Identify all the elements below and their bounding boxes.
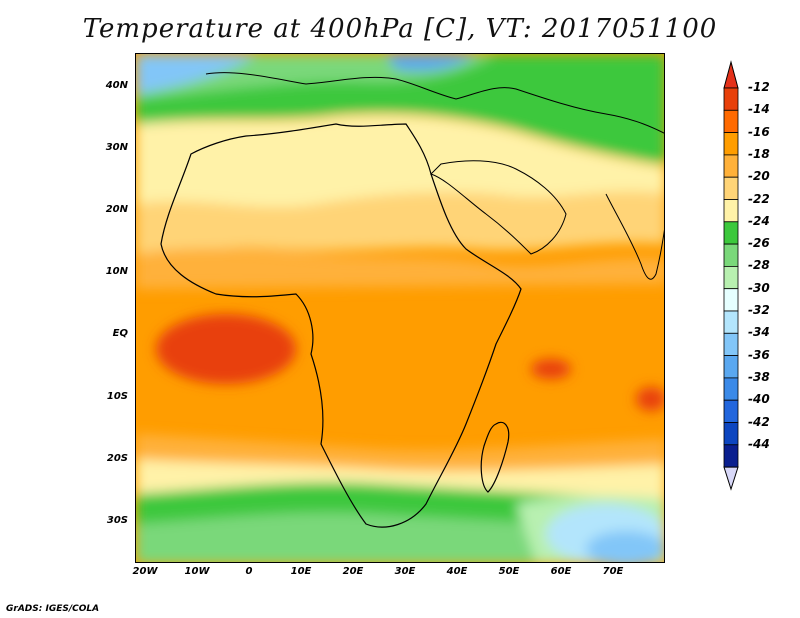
lon-label-10e: 10E: [290, 566, 312, 577]
colorbar-label: -28: [748, 258, 770, 273]
colorbar-segment: [723, 422, 739, 446]
colorbar-label: -14: [748, 102, 770, 117]
colorbar-segment: [723, 109, 739, 134]
colorbar-segment: [723, 265, 739, 290]
colorbar-label: -34: [748, 325, 770, 340]
lon-label-60e: 60E: [550, 566, 572, 577]
colorbar-label: -16: [748, 124, 770, 139]
colorbar-segment: [723, 154, 739, 178]
temperature-map: [135, 53, 665, 563]
lat-label-30n: 30N: [105, 142, 128, 153]
lon-label-20w: 20W: [132, 566, 158, 577]
footer-credit: GrADS: IGES/COLA: [6, 604, 100, 614]
lat-label-10s: 10S: [106, 391, 128, 402]
colorbar-bottom-arrow: [723, 466, 739, 491]
lon-label-70e: 70E: [602, 566, 624, 577]
colorbar-segment: [723, 399, 739, 423]
lon-label-30e: 30E: [394, 566, 416, 577]
colorbar-segment: [723, 176, 739, 200]
colorbar-segment: [723, 377, 739, 401]
colorbar-label: -12: [748, 80, 770, 94]
coastline: [160, 123, 522, 528]
lat-label-10n: 10N: [105, 266, 128, 277]
colorbar-label: -36: [748, 347, 770, 362]
lat-label-eq: EQ: [112, 328, 128, 339]
lat-label-40n: 40N: [105, 80, 128, 91]
colorbar-segment: [723, 288, 739, 312]
colorbar-top-arrow: [723, 60, 739, 89]
lat-label-20s: 20S: [106, 453, 128, 464]
colorbar-label: -18: [748, 146, 770, 161]
colorbar-segment: [723, 221, 739, 245]
lon-label-40e: 40E: [446, 566, 468, 577]
colorbar-label: -22: [748, 191, 770, 206]
colorbar-label: -42: [748, 414, 770, 429]
arabia-outline: [430, 160, 567, 255]
madagascar-outline: [480, 421, 510, 493]
colorbar-label: -40: [748, 392, 770, 407]
lon-label-20e: 20E: [342, 566, 364, 577]
lat-label-20n: 20N: [105, 204, 128, 215]
colorbar-segment: [723, 87, 739, 111]
colorbar-label: -26: [748, 236, 770, 251]
colorbar-segment: [723, 243, 739, 267]
colorbar-segment: [723, 444, 739, 468]
colorbar-label: -38: [748, 369, 770, 384]
colorbar-label: -20: [748, 169, 770, 184]
lon-label-10w: 10W: [184, 566, 210, 577]
colorbar-segment: [723, 199, 739, 223]
colorbar-label: -30: [748, 280, 770, 295]
lon-label-0: 0: [245, 566, 253, 577]
colorbar-label: -32: [748, 303, 770, 317]
europe-outline: [205, 72, 664, 134]
temperature-field: [136, 54, 664, 562]
lon-label-50e: 50E: [498, 566, 520, 577]
map-title: Temperature at 400hPa [C], VT: 201705110…: [82, 14, 718, 44]
colorbar-segment: [723, 310, 739, 334]
colorbar-segment: [723, 332, 739, 356]
colorbar-segment: [723, 355, 739, 379]
lat-label-30s: 30S: [106, 515, 128, 526]
colorbar-label: -24: [748, 213, 770, 228]
india-outline: [605, 193, 664, 280]
colorbar-label: -44: [748, 436, 770, 451]
colorbar-segment: [723, 132, 739, 156]
